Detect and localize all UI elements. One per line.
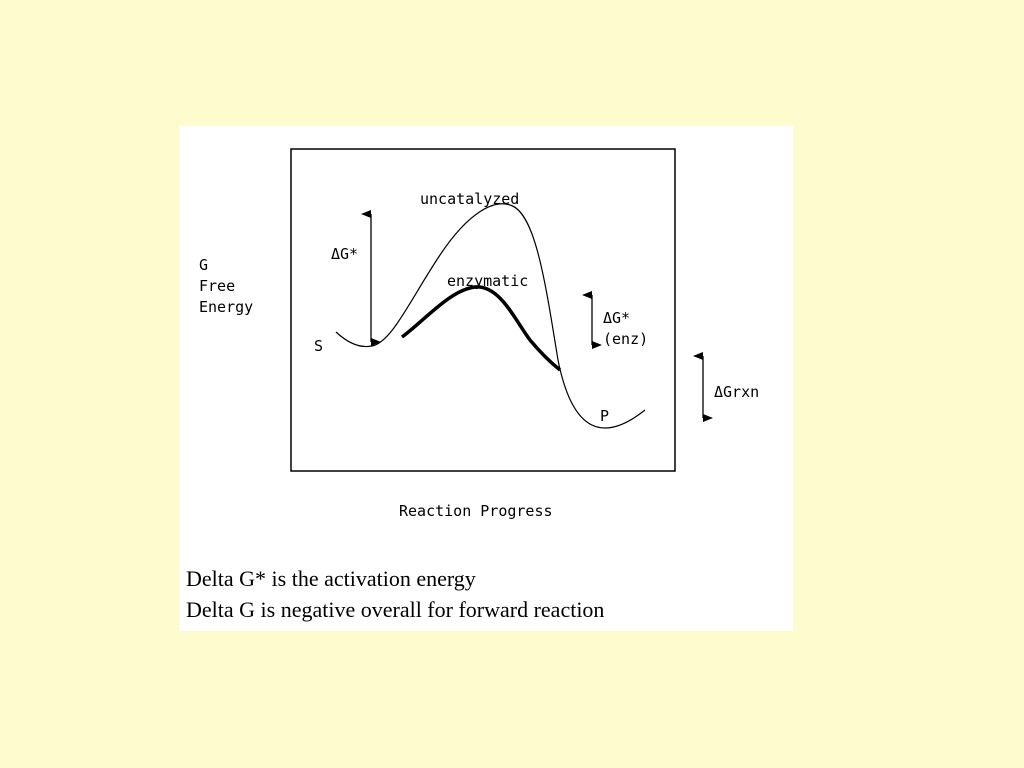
arrow-label: ΔG* xyxy=(603,309,630,327)
enzymatic-curve xyxy=(400,285,562,372)
arrow-label: ΔG* xyxy=(331,245,358,263)
caption-line: Delta G* is the activation energy xyxy=(186,566,476,591)
curve-label: uncatalyzed xyxy=(420,190,519,208)
y-axis-label: Energy xyxy=(199,298,253,316)
state-label: P xyxy=(600,407,609,425)
state-label: S xyxy=(314,337,323,355)
arrow-label: ΔGrxn xyxy=(714,383,759,401)
figure-panel xyxy=(179,126,793,631)
x-axis-label: Reaction Progress xyxy=(399,502,553,520)
curve-label: enzymatic xyxy=(447,272,528,290)
caption-line: Delta G is negative overall for forward … xyxy=(186,597,604,622)
arrow-label: (enz) xyxy=(603,330,648,348)
y-axis-label: Free xyxy=(199,277,235,295)
plot-frame xyxy=(290,148,676,472)
y-axis-label: G xyxy=(199,256,208,274)
